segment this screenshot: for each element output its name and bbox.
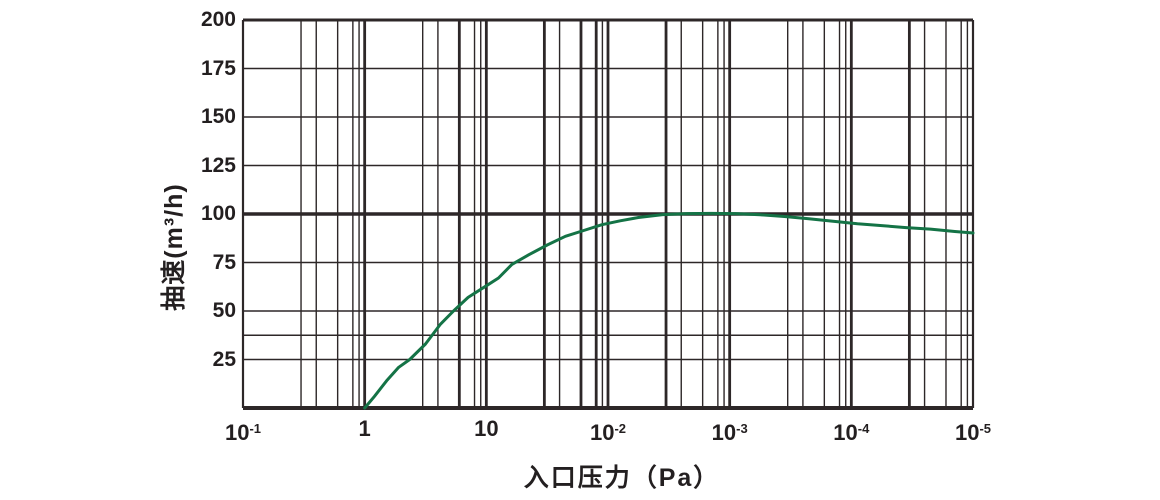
x-tick-label: 10-5 (955, 417, 991, 445)
x-tick-label: 10-1 (225, 417, 261, 445)
y-tick-label: 200 (200, 8, 236, 31)
x-tick-label: 1 (359, 417, 371, 441)
x-tick-base: 10 (224, 420, 250, 445)
y-tick-label: 175 (200, 56, 236, 80)
x-tick-base: 10 (474, 416, 499, 441)
x-tick-label: 10-2 (590, 417, 626, 445)
x-tick-base: 10 (954, 420, 980, 445)
y-tick-label: 25 (212, 347, 236, 371)
x-tick-base: 10 (589, 420, 615, 445)
y-tick-label: 150 (200, 105, 236, 128)
x-axis-title: 入口压力（Pa） (523, 464, 721, 492)
y-tick-label: 75 (212, 250, 236, 274)
x-tick-base: 1 (358, 416, 371, 441)
x-tick-label: 10 (474, 417, 498, 441)
x-tick-base: 10 (833, 420, 858, 445)
x-tick-label: 10-3 (712, 417, 748, 445)
x-tick-label: 10-4 (833, 417, 869, 445)
y-tick-label: 125 (200, 153, 236, 177)
x-tick-exponent: -1 (249, 421, 262, 436)
x-tick-base: 10 (711, 420, 737, 445)
x-tick-exponent: -3 (736, 421, 748, 436)
x-tick-exponent: -2 (614, 421, 627, 436)
speed-curve (363, 211, 975, 410)
x-tick-exponent: -4 (857, 421, 870, 436)
y-tick-label: 50 (212, 299, 236, 322)
y-tick-label: 100 (200, 202, 236, 225)
x-tick-exponent: -5 (979, 421, 992, 436)
